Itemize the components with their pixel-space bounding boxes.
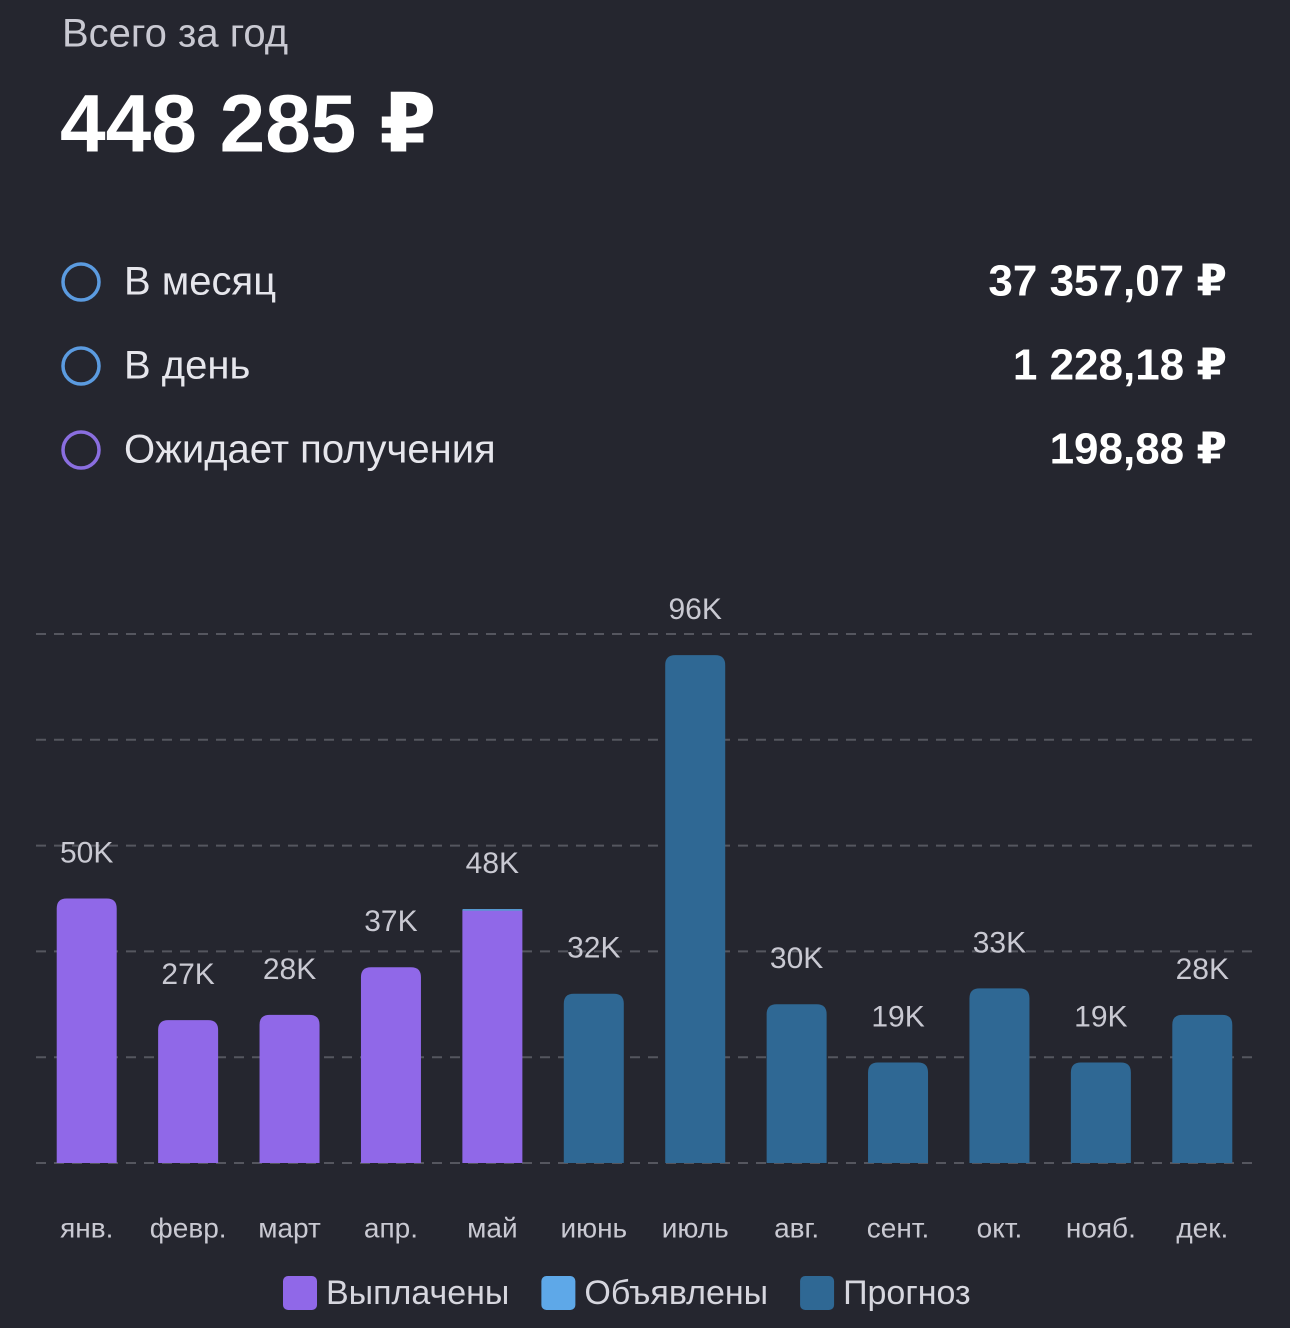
bar-segment [766, 1004, 827, 1163]
legend-swatch [800, 1276, 835, 1310]
x-tick-label: апр. [364, 1212, 418, 1243]
stat-icon [61, 346, 101, 386]
value-label: 96K [669, 593, 722, 626]
stat-label: В месяц [124, 260, 276, 304]
value-label: 28K [1176, 953, 1229, 986]
legend-label: Прогноз [843, 1274, 971, 1312]
summary-title: Всего за год [62, 12, 288, 56]
bar-segment [158, 1020, 219, 1163]
stat-label: Ожидает получения [124, 428, 496, 472]
value-label: 27K [161, 958, 214, 991]
bar-segment [1070, 1062, 1131, 1163]
x-tick-label: май [467, 1212, 517, 1243]
value-label: 48K [466, 847, 519, 880]
bar-segment [462, 909, 523, 911]
bar-segment [969, 988, 1030, 1163]
legend-label: Объявлены [584, 1274, 768, 1312]
summary-total: 448 285 ₽ [60, 79, 436, 170]
legend-swatch [541, 1276, 576, 1310]
legend-swatch [283, 1276, 317, 1310]
bar-segment [360, 967, 421, 1163]
value-label: 33K [973, 926, 1026, 959]
x-tick-label: февр. [150, 1212, 227, 1243]
value-label: 32K [567, 932, 620, 965]
value-label: 19K [1074, 1000, 1127, 1033]
bar-segment [259, 1014, 320, 1163]
legend-label: Выплачены [326, 1274, 509, 1312]
x-tick-label: нояб. [1066, 1212, 1136, 1243]
value-label: 30K [770, 942, 823, 975]
stat-value: 1 228,18 ₽ [1013, 341, 1227, 390]
chart: янв. 50K февр. 27K март 28K апр. 37K май 48K июнь 3… [36, 593, 1253, 1312]
bar-segment [665, 655, 726, 1163]
bar-segment [563, 993, 624, 1163]
bar-segment [56, 898, 117, 1163]
value-label: 19K [871, 1000, 924, 1033]
x-tick-label: дек. [1176, 1212, 1228, 1243]
value-label: 37K [364, 905, 417, 938]
bar-segment [1172, 1014, 1233, 1163]
bar-segment [462, 910, 523, 1163]
x-tick-label: янв. [60, 1212, 113, 1243]
stat-value: 37 357,07 ₽ [988, 257, 1227, 306]
stat-icon [61, 430, 101, 470]
x-tick-label: окт. [977, 1212, 1023, 1243]
x-tick-label: июль [662, 1212, 729, 1243]
stat-value: 198,88 ₽ [1050, 425, 1227, 474]
stat-icon [61, 262, 101, 302]
value-label: 28K [263, 953, 316, 986]
x-tick-label: сент. [867, 1212, 930, 1243]
stat-label: В день [124, 344, 250, 388]
value-label: 50K [60, 836, 113, 869]
x-tick-label: июнь [560, 1212, 627, 1243]
x-tick-label: март [258, 1212, 321, 1243]
bar-segment [868, 1062, 929, 1163]
x-tick-label: авг. [774, 1212, 819, 1243]
